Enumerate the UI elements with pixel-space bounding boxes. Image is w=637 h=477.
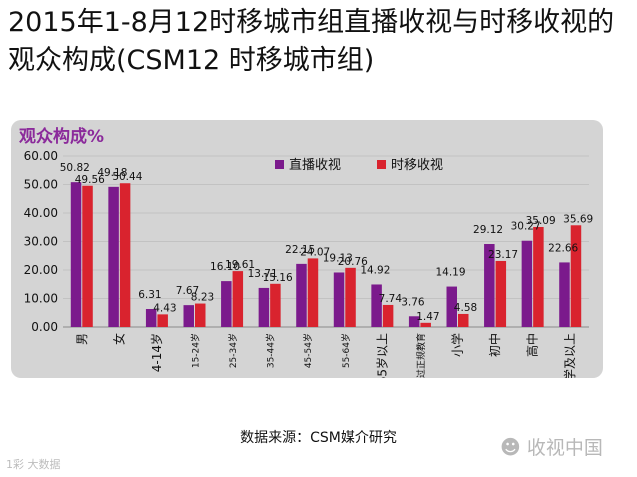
value-label: 13.71 bbox=[248, 268, 278, 280]
bar-live bbox=[559, 262, 570, 327]
value-label: 20.76 bbox=[338, 256, 368, 268]
bar-timeshift bbox=[82, 185, 93, 327]
y-tick-label: 10.00 bbox=[24, 292, 58, 306]
bar-live bbox=[484, 244, 495, 327]
bars bbox=[70, 182, 582, 327]
value-label: 19.61 bbox=[225, 259, 255, 271]
x-tick-label: 35-44岁 bbox=[265, 333, 277, 368]
bar-timeshift bbox=[458, 313, 469, 327]
bar-timeshift bbox=[533, 226, 544, 327]
x-tick-label: 65岁以上 bbox=[374, 333, 389, 378]
value-label: 4.58 bbox=[454, 302, 477, 314]
x-tick-label: 初中 bbox=[487, 333, 502, 357]
bar-timeshift bbox=[495, 260, 507, 327]
y-tick-label: 40.00 bbox=[24, 206, 58, 220]
value-label: 35.69 bbox=[563, 213, 593, 225]
value-label: 49.18 bbox=[97, 167, 127, 179]
legend: 直播收视 时移收视 bbox=[275, 158, 443, 173]
watermark-right: ☻ 收视中国 bbox=[500, 433, 603, 460]
value-label: 3.76 bbox=[401, 296, 425, 308]
value-label: 16.10 bbox=[210, 261, 240, 273]
x-tick-label: 55-64岁 bbox=[340, 333, 352, 368]
value-label: 22.66 bbox=[548, 242, 578, 254]
bar-live bbox=[221, 281, 232, 327]
watermark-left: 1彩 大数据 bbox=[6, 458, 61, 471]
bar-live bbox=[145, 309, 157, 327]
y-tick-label: 60.00 bbox=[24, 149, 58, 163]
y-tick-label: 50.00 bbox=[24, 178, 58, 192]
bar-timeshift bbox=[232, 271, 244, 327]
value-label: 6.31 bbox=[138, 289, 161, 301]
x-tick-label: 高中 bbox=[525, 333, 540, 357]
x-tick-label: 男 bbox=[75, 333, 89, 345]
value-label: 29.12 bbox=[473, 224, 503, 236]
legend-swatch bbox=[275, 160, 284, 169]
value-label: 19.13 bbox=[323, 252, 353, 264]
bar-timeshift bbox=[382, 304, 394, 327]
value-label: 23.17 bbox=[488, 249, 518, 261]
bar-live bbox=[333, 272, 345, 327]
x-tick-label: 4-14岁 bbox=[149, 333, 164, 372]
value-label: 35.09 bbox=[526, 215, 556, 227]
bar-live bbox=[183, 305, 194, 327]
bar-live bbox=[521, 240, 533, 327]
x-tick-label: 45-54岁 bbox=[302, 333, 314, 368]
x-tick-label: 大学及以上 bbox=[562, 333, 577, 378]
bar-live bbox=[108, 186, 119, 327]
bar-live bbox=[371, 284, 382, 327]
value-label: 7.67 bbox=[176, 285, 199, 297]
value-label: 22.15 bbox=[285, 244, 315, 256]
value-label: 7.74 bbox=[379, 293, 403, 305]
chart-title: 观众构成% bbox=[18, 126, 104, 147]
bar-timeshift bbox=[420, 322, 431, 327]
value-label: 50.44 bbox=[112, 171, 142, 183]
bar-timeshift bbox=[157, 314, 168, 327]
bar-timeshift bbox=[570, 225, 582, 327]
value-label: 1.47 bbox=[416, 311, 439, 323]
bar-live bbox=[408, 316, 420, 327]
x-tick-label: 未受过正规教育 bbox=[415, 333, 427, 378]
audience-composition-chart: 观众构成% 0.00 10.00 20.00 30.00 40.00 50.00 60.00… bbox=[18, 126, 593, 378]
bar-timeshift bbox=[307, 258, 319, 327]
bar-live bbox=[296, 263, 307, 327]
x-tick-label: 小学 bbox=[450, 333, 465, 357]
x-tick-label: 25-34岁 bbox=[227, 333, 239, 368]
source-note: 数据来源：CSM媒介研究 bbox=[240, 430, 397, 446]
legend-swatch bbox=[377, 160, 386, 169]
value-label: 4.43 bbox=[153, 302, 176, 314]
legend-label: 时移收视 bbox=[391, 158, 443, 173]
legend-label: 直播收视 bbox=[289, 158, 341, 173]
y-axis-ticks: 0.00 10.00 20.00 30.00 40.00 50.00 60.00 bbox=[24, 149, 58, 334]
y-tick-label: 20.00 bbox=[24, 263, 58, 277]
value-label: 49.56 bbox=[75, 174, 105, 186]
bar-timeshift bbox=[195, 303, 206, 327]
value-label: 24.07 bbox=[300, 246, 330, 258]
watermark-right-text: 收视中国 bbox=[526, 437, 603, 459]
x-tick-label: 15-24岁 bbox=[190, 333, 202, 368]
x-axis-ticks: 男 女 4-14岁 15-24岁 25-34岁 35-44岁 45-54岁 55-64岁 65岁… bbox=[75, 333, 577, 378]
value-label: 15.16 bbox=[263, 272, 293, 284]
bar-live bbox=[70, 182, 82, 327]
value-label: 8.23 bbox=[191, 292, 214, 304]
value-label: 50.82 bbox=[60, 162, 90, 174]
y-tick-label: 30.00 bbox=[24, 235, 58, 249]
x-tick-label: 女 bbox=[111, 333, 126, 345]
y-tick-label: 0.00 bbox=[31, 320, 58, 334]
bar-live bbox=[258, 287, 270, 327]
bar-timeshift bbox=[119, 183, 131, 327]
page-headline: 2015年1-8月12时移城市组直播收视与时移收视的观众构成(CSM12 时移城… bbox=[8, 7, 615, 76]
value-label: 14.19 bbox=[435, 267, 465, 279]
bar-timeshift bbox=[345, 267, 356, 327]
wechat-bubble-icon: ☻ bbox=[500, 435, 521, 459]
value-label: 30.27 bbox=[511, 221, 541, 233]
bar-live bbox=[446, 286, 457, 327]
value-label: 14.92 bbox=[360, 264, 390, 276]
bar-timeshift bbox=[270, 283, 281, 327]
